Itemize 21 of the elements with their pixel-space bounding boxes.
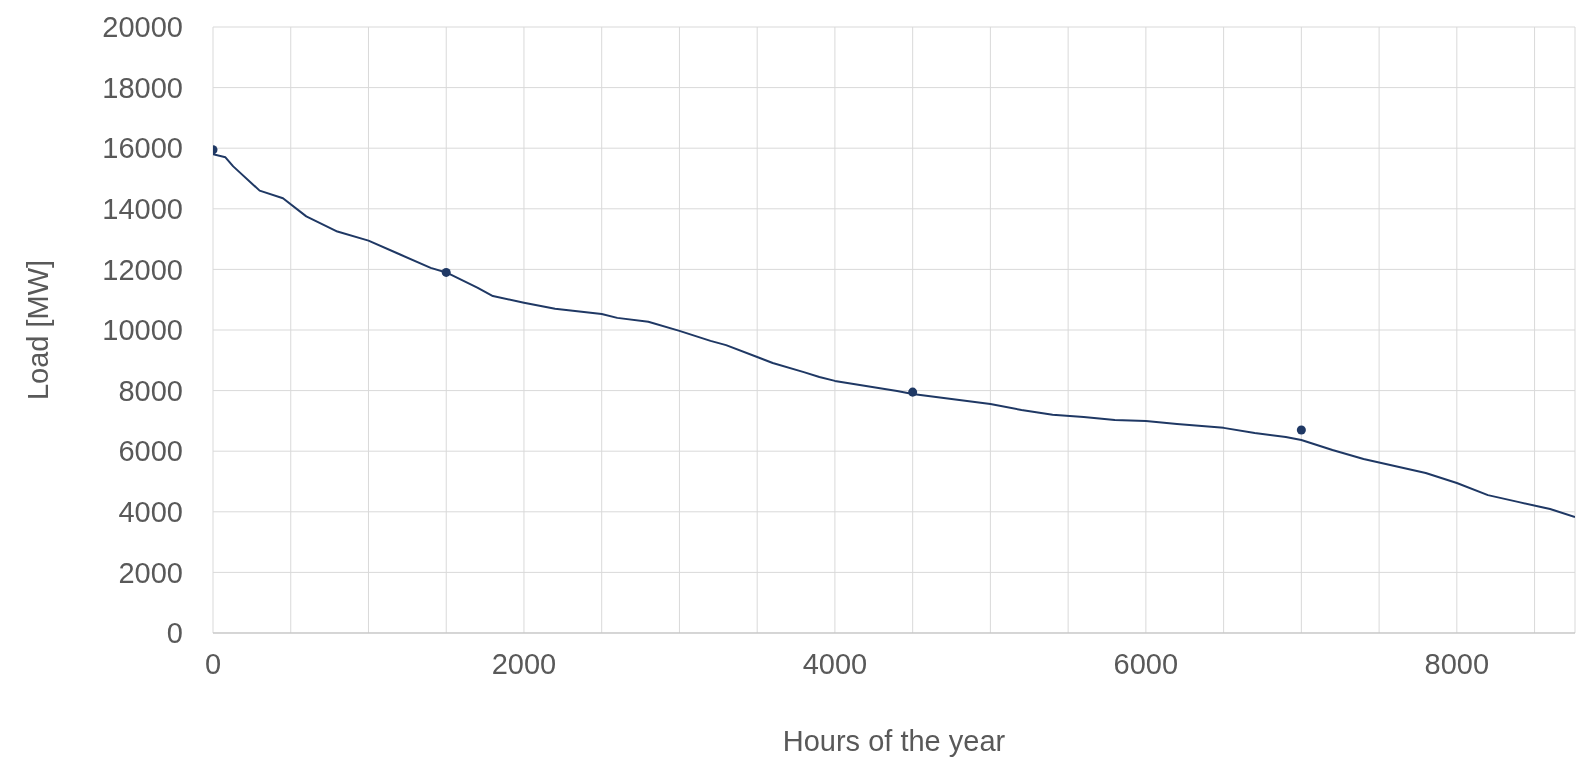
y-tick-label: 2000 bbox=[118, 556, 183, 589]
point bbox=[908, 387, 918, 397]
y-tick-label: 12000 bbox=[102, 253, 183, 286]
y-tick-label: 8000 bbox=[118, 374, 183, 407]
x-tick-label: 0 bbox=[204, 647, 222, 680]
x-axis-title: Hours of the year bbox=[782, 725, 1006, 757]
y-tick-label: 16000 bbox=[102, 132, 183, 165]
y-tick-label: 14000 bbox=[102, 193, 183, 226]
x-tick-label: 4000 bbox=[802, 647, 868, 680]
y-tick-label: 4000 bbox=[118, 496, 183, 529]
point bbox=[441, 267, 451, 277]
y-tick-label: 20000 bbox=[102, 11, 183, 44]
x-tick-label: 8000 bbox=[1424, 647, 1490, 680]
y-tick-label: 18000 bbox=[102, 71, 183, 104]
x-tick-label: 2000 bbox=[491, 647, 557, 680]
y-tick-label: 10000 bbox=[102, 314, 183, 347]
y-axis-title: Load [MW] bbox=[22, 259, 55, 401]
point bbox=[1296, 425, 1306, 435]
x-tick-label: 6000 bbox=[1113, 647, 1179, 680]
y-tick-label: 0 bbox=[166, 617, 183, 650]
y-tick-label: 6000 bbox=[118, 435, 183, 468]
